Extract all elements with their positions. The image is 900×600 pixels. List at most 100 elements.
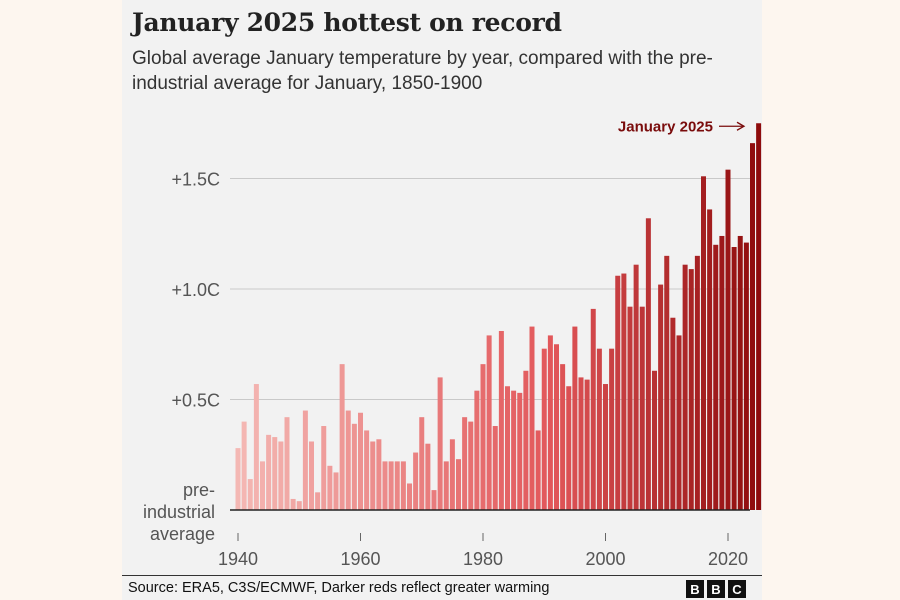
annotation-label: January 2025 bbox=[618, 118, 713, 135]
bar bbox=[321, 426, 327, 510]
bar bbox=[247, 479, 253, 510]
bar bbox=[302, 410, 308, 510]
bar bbox=[541, 348, 547, 510]
bar bbox=[750, 143, 755, 510]
bbc-logo-letter: B bbox=[707, 580, 725, 598]
bar bbox=[364, 430, 370, 510]
baseline-label: industrial bbox=[143, 502, 215, 522]
bar bbox=[492, 426, 498, 510]
bar bbox=[731, 247, 737, 510]
bbc-logo-letter: B bbox=[686, 580, 704, 598]
x-tick-label: 1980 bbox=[463, 549, 503, 569]
bar bbox=[388, 461, 394, 510]
bar bbox=[449, 439, 455, 510]
bar bbox=[529, 326, 535, 510]
bar bbox=[339, 364, 345, 510]
footer-divider bbox=[122, 575, 762, 576]
y-tick-label: +1.5C bbox=[171, 170, 220, 190]
bbc-logo-letter: C bbox=[728, 580, 746, 598]
bar bbox=[345, 410, 351, 510]
bar bbox=[707, 209, 713, 510]
bar bbox=[713, 244, 719, 511]
bar bbox=[701, 176, 706, 511]
bar bbox=[437, 377, 443, 510]
bar bbox=[413, 452, 419, 510]
bar bbox=[639, 306, 645, 510]
bar bbox=[737, 235, 743, 510]
bar bbox=[425, 443, 431, 510]
bar bbox=[443, 461, 449, 510]
bar bbox=[376, 439, 382, 510]
bar bbox=[578, 377, 584, 510]
y-tick-label: +1.0C bbox=[171, 280, 220, 300]
bar bbox=[523, 370, 529, 510]
bar bbox=[468, 421, 474, 510]
bar bbox=[260, 461, 265, 510]
bar bbox=[505, 386, 510, 510]
bar bbox=[241, 421, 247, 510]
bar bbox=[694, 255, 700, 510]
bar bbox=[394, 461, 400, 510]
bar bbox=[272, 437, 278, 510]
bar bbox=[351, 423, 357, 510]
bar bbox=[688, 269, 694, 510]
bar bbox=[474, 390, 480, 510]
bar bbox=[370, 441, 376, 510]
chart-subtitle: Global average January temperature by ye… bbox=[132, 48, 713, 94]
x-tick-label: 2020 bbox=[708, 549, 748, 569]
bar bbox=[609, 348, 615, 510]
bar bbox=[590, 308, 596, 510]
chart-title: January 2025 hottest on record bbox=[132, 8, 562, 37]
bar bbox=[333, 472, 339, 510]
bar bbox=[725, 169, 731, 510]
bar bbox=[486, 335, 492, 510]
bar bbox=[431, 490, 437, 510]
bar bbox=[309, 441, 314, 510]
bar bbox=[456, 459, 461, 510]
bar bbox=[517, 392, 523, 510]
bar bbox=[358, 412, 363, 510]
x-tick-label: 2000 bbox=[585, 549, 625, 569]
bar bbox=[652, 370, 657, 510]
baseline-label: average bbox=[150, 524, 215, 544]
baseline-label: pre- bbox=[183, 480, 215, 500]
bar bbox=[633, 264, 639, 510]
bar bbox=[670, 317, 676, 510]
bar bbox=[566, 386, 572, 510]
bar bbox=[266, 434, 272, 510]
bar bbox=[498, 330, 504, 510]
bar bbox=[743, 242, 749, 510]
bar bbox=[676, 335, 682, 510]
source-note: Source: ERA5, C3S/ECMWF, Darker reds ref… bbox=[128, 580, 550, 596]
annotation-arrow-head bbox=[736, 121, 746, 131]
bar bbox=[462, 417, 468, 510]
bar bbox=[756, 123, 762, 510]
x-tick-label: 1940 bbox=[218, 549, 258, 569]
bar bbox=[284, 417, 290, 510]
bar bbox=[658, 284, 664, 510]
bar bbox=[560, 364, 566, 510]
bar bbox=[278, 441, 284, 510]
bar bbox=[664, 255, 670, 510]
bar bbox=[572, 326, 578, 510]
bar bbox=[419, 417, 425, 510]
bar bbox=[596, 348, 602, 510]
bar bbox=[382, 461, 388, 510]
bar bbox=[621, 273, 627, 510]
bar-chart: +1.5C +1.0C +0.5C pre-industrialaverage1940… bbox=[143, 118, 762, 569]
bar bbox=[627, 306, 633, 510]
bar bbox=[327, 465, 333, 510]
bar bbox=[645, 218, 651, 510]
bar bbox=[480, 364, 486, 510]
bar bbox=[554, 344, 559, 510]
bar bbox=[682, 264, 688, 510]
bar bbox=[253, 384, 259, 510]
bar bbox=[407, 483, 412, 510]
bar bbox=[535, 430, 541, 510]
bar bbox=[290, 498, 296, 510]
bar bbox=[235, 448, 241, 510]
bar bbox=[400, 461, 406, 510]
bar bbox=[315, 492, 321, 510]
x-tick-label: 1960 bbox=[340, 549, 380, 569]
bar bbox=[584, 379, 590, 510]
